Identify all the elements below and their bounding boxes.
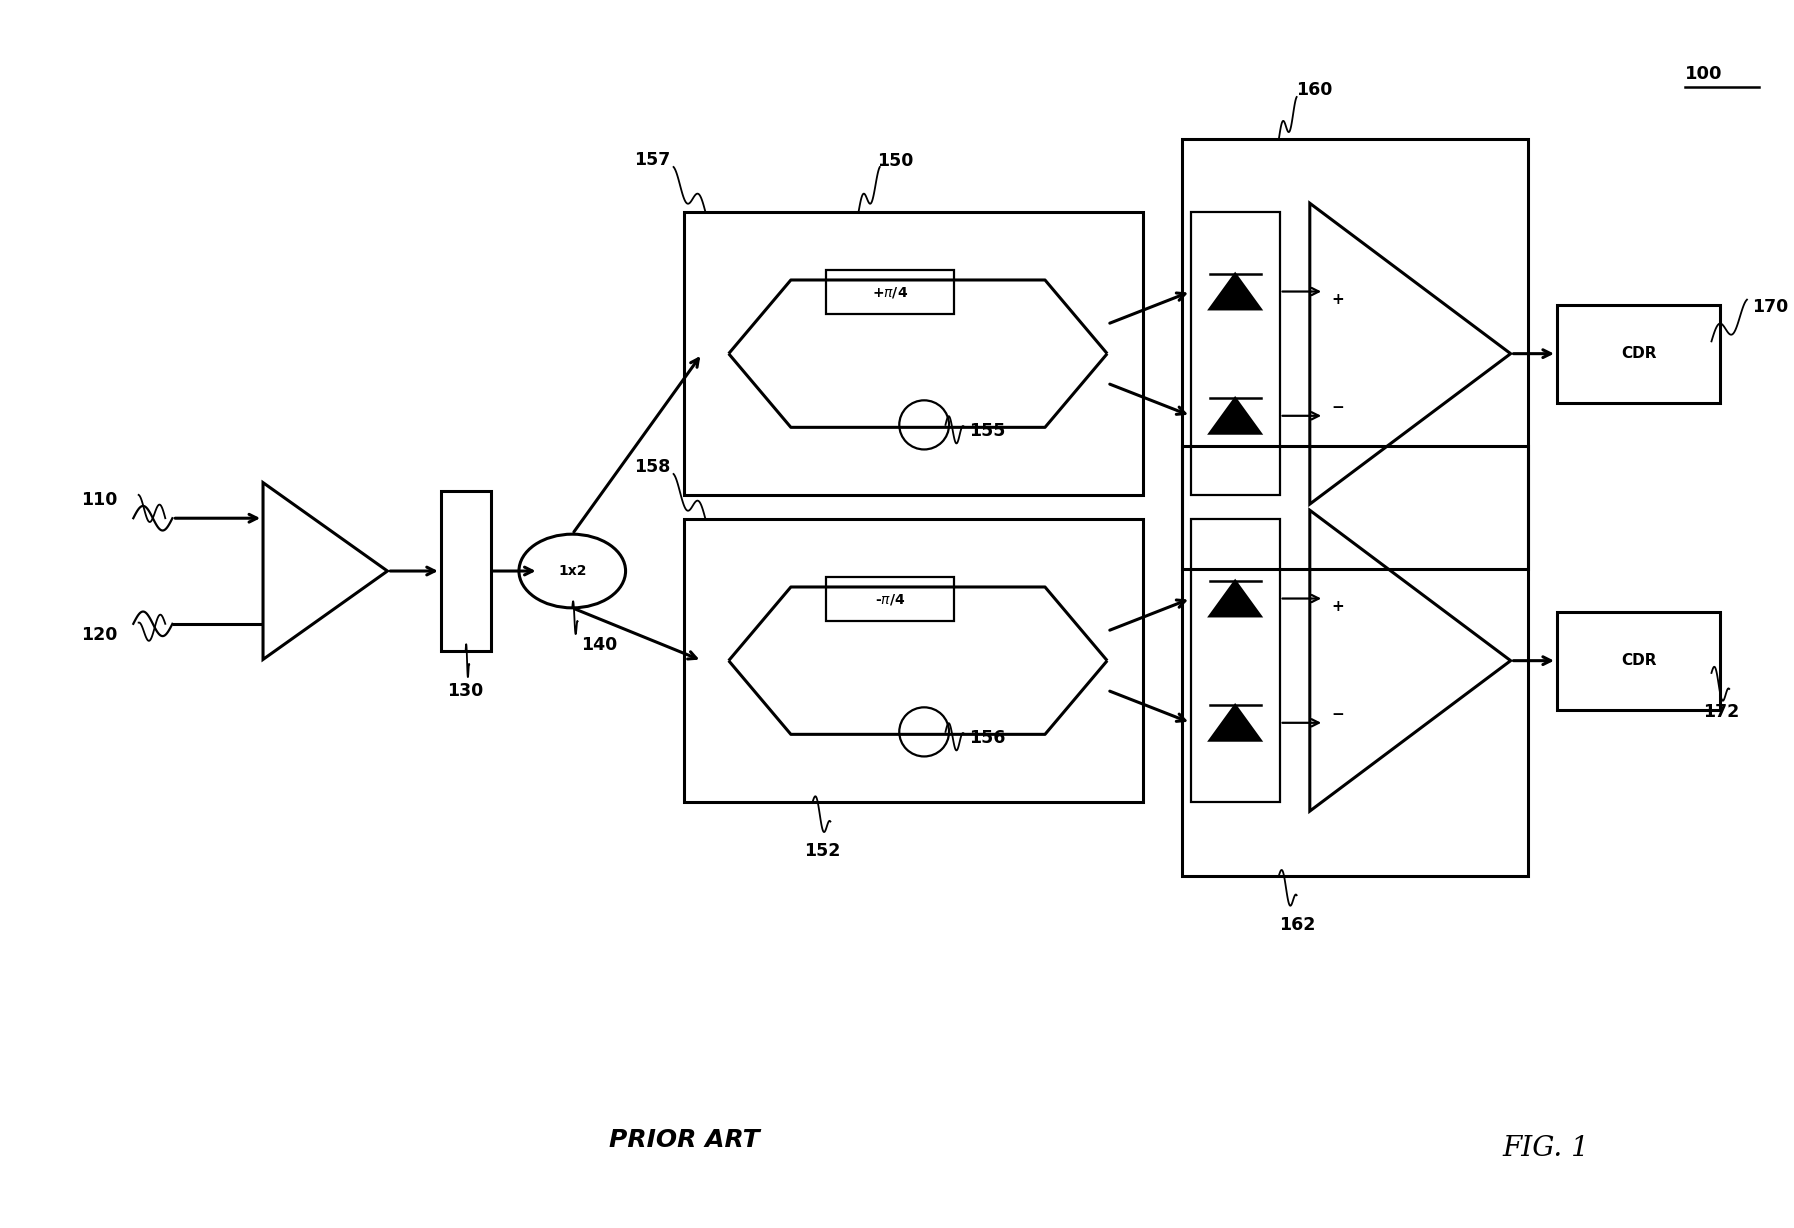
Text: 160: 160 <box>1297 81 1333 98</box>
Polygon shape <box>1209 581 1261 616</box>
Bar <box>827 270 954 314</box>
Bar <box>441 491 490 651</box>
Bar <box>1191 212 1279 495</box>
Text: 150: 150 <box>877 152 913 169</box>
Text: -$\pi$/4: -$\pi$/4 <box>875 592 906 607</box>
Polygon shape <box>1209 398 1261 433</box>
Bar <box>1191 519 1279 802</box>
Text: 172: 172 <box>1703 704 1738 721</box>
Text: 130: 130 <box>447 683 484 700</box>
Text: 120: 120 <box>81 626 117 643</box>
Bar <box>1182 139 1528 569</box>
Text: 1x2: 1x2 <box>558 564 587 578</box>
Text: 140: 140 <box>581 636 617 653</box>
Bar <box>684 519 1143 802</box>
Text: −: − <box>1331 400 1346 415</box>
Text: 158: 158 <box>633 458 669 475</box>
Text: 162: 162 <box>1279 916 1315 933</box>
Text: +: + <box>1331 599 1346 614</box>
Text: CDR: CDR <box>1620 653 1656 668</box>
Text: FIG. 1: FIG. 1 <box>1503 1135 1589 1162</box>
Polygon shape <box>1209 274 1261 309</box>
Text: −: − <box>1331 707 1346 722</box>
Bar <box>684 212 1143 495</box>
Text: 110: 110 <box>81 491 117 508</box>
Text: 155: 155 <box>969 422 1005 440</box>
Bar <box>1557 612 1720 710</box>
Text: CDR: CDR <box>1620 346 1656 361</box>
Bar <box>1557 305 1720 403</box>
Text: 156: 156 <box>969 729 1005 747</box>
Text: 152: 152 <box>804 842 840 860</box>
Bar <box>827 577 954 621</box>
Text: PRIOR ART: PRIOR ART <box>608 1127 759 1152</box>
Text: +$\pi$/4: +$\pi$/4 <box>872 285 908 300</box>
Bar <box>1182 446 1528 876</box>
Polygon shape <box>1209 705 1261 740</box>
Text: 157: 157 <box>633 151 669 168</box>
Text: 100: 100 <box>1685 65 1722 82</box>
Text: +: + <box>1331 292 1346 307</box>
Text: 170: 170 <box>1753 298 1789 316</box>
